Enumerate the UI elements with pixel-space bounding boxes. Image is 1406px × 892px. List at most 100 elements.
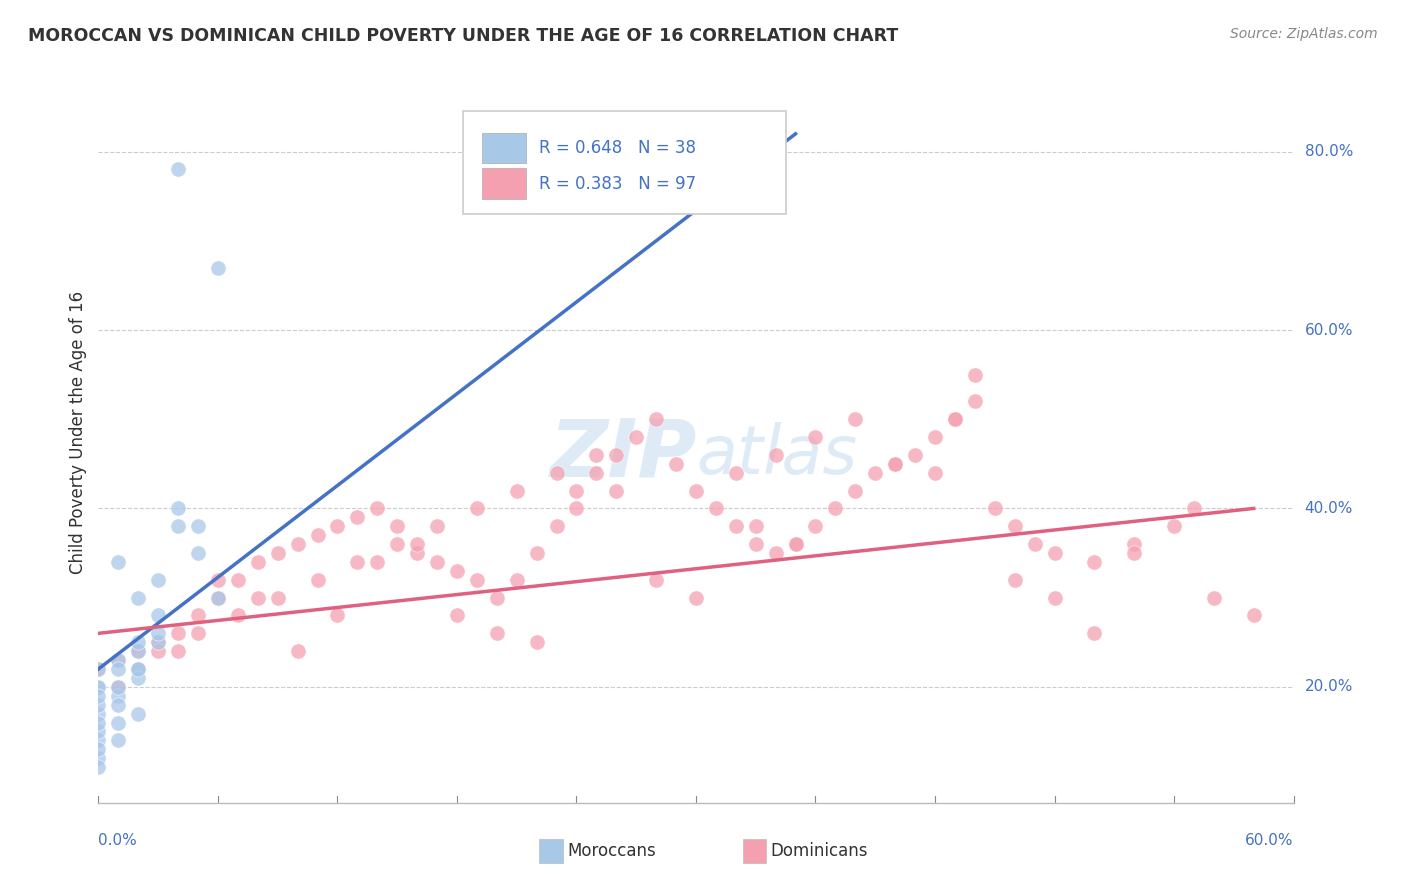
Point	[526, 546, 548, 560]
Point	[127, 635, 149, 649]
Point	[745, 537, 768, 551]
Point	[685, 483, 707, 498]
Point	[1083, 555, 1105, 569]
Point	[1004, 519, 1026, 533]
Point	[148, 608, 170, 623]
Point	[804, 430, 827, 444]
Point	[167, 519, 190, 533]
Point	[87, 751, 110, 765]
Point	[844, 483, 866, 498]
Text: R = 0.383   N = 97: R = 0.383 N = 97	[540, 175, 696, 193]
Point	[326, 608, 349, 623]
Point	[626, 430, 648, 444]
Point	[267, 546, 290, 560]
Point	[406, 537, 429, 551]
Point	[446, 564, 468, 578]
Point	[127, 662, 149, 676]
Point	[406, 546, 429, 560]
Point	[87, 742, 110, 756]
Point	[87, 662, 110, 676]
Point	[107, 653, 129, 667]
Point	[1243, 608, 1265, 623]
Point	[565, 483, 588, 498]
Point	[765, 546, 787, 560]
Point	[963, 394, 986, 409]
Point	[107, 715, 129, 730]
Point	[107, 733, 129, 747]
Point	[904, 448, 927, 462]
Point	[963, 368, 986, 382]
Point	[267, 591, 290, 605]
Point	[107, 555, 129, 569]
Point	[148, 644, 170, 658]
Point	[745, 519, 768, 533]
Point	[187, 519, 209, 533]
Point	[307, 573, 329, 587]
Point	[87, 760, 110, 774]
Point	[485, 591, 508, 605]
Point	[565, 501, 588, 516]
Point	[127, 644, 149, 658]
Text: 80.0%: 80.0%	[1305, 145, 1353, 159]
Text: R = 0.648   N = 38: R = 0.648 N = 38	[540, 139, 696, 157]
Text: MOROCCAN VS DOMINICAN CHILD POVERTY UNDER THE AGE OF 16 CORRELATION CHART: MOROCCAN VS DOMINICAN CHILD POVERTY UNDE…	[28, 27, 898, 45]
Point	[207, 591, 229, 605]
Point	[187, 546, 209, 560]
Text: 60.0%: 60.0%	[1305, 323, 1353, 337]
Point	[167, 501, 190, 516]
Point	[167, 644, 190, 658]
Point	[1024, 537, 1046, 551]
Point	[385, 537, 409, 551]
Point	[446, 608, 468, 623]
Point	[148, 635, 170, 649]
Point	[685, 591, 707, 605]
Point	[187, 626, 209, 640]
Point	[127, 662, 149, 676]
Point	[526, 635, 548, 649]
Point	[107, 689, 129, 703]
Point	[645, 412, 668, 426]
Text: Source: ZipAtlas.com: Source: ZipAtlas.com	[1230, 27, 1378, 41]
Point	[87, 698, 110, 712]
FancyBboxPatch shape	[742, 839, 766, 863]
Point	[385, 519, 409, 533]
Point	[127, 706, 149, 721]
Point	[107, 662, 129, 676]
Point	[187, 608, 209, 623]
Point	[724, 519, 747, 533]
Point	[307, 528, 329, 542]
Point	[87, 680, 110, 694]
Point	[127, 644, 149, 658]
Point	[167, 626, 190, 640]
Point	[765, 448, 787, 462]
Point	[804, 519, 827, 533]
Point	[107, 680, 129, 694]
Point	[585, 466, 607, 480]
Point	[107, 653, 129, 667]
Point	[485, 626, 508, 640]
FancyBboxPatch shape	[482, 133, 526, 163]
Point	[943, 412, 966, 426]
Point	[246, 591, 269, 605]
Text: Moroccans: Moroccans	[567, 842, 655, 860]
Point	[1163, 519, 1185, 533]
Point	[865, 466, 887, 480]
FancyBboxPatch shape	[463, 111, 786, 214]
Point	[246, 555, 269, 569]
Point	[226, 608, 249, 623]
Text: 0.0%: 0.0%	[98, 833, 138, 848]
FancyBboxPatch shape	[540, 839, 562, 863]
Point	[645, 573, 668, 587]
Point	[844, 412, 866, 426]
Point	[605, 448, 627, 462]
Text: 40.0%: 40.0%	[1305, 501, 1353, 516]
Point	[426, 555, 449, 569]
Point	[167, 162, 190, 177]
Point	[127, 591, 149, 605]
Point	[127, 662, 149, 676]
Point	[366, 555, 388, 569]
Point	[87, 680, 110, 694]
Point	[465, 501, 488, 516]
Point	[924, 466, 946, 480]
Point	[724, 466, 747, 480]
